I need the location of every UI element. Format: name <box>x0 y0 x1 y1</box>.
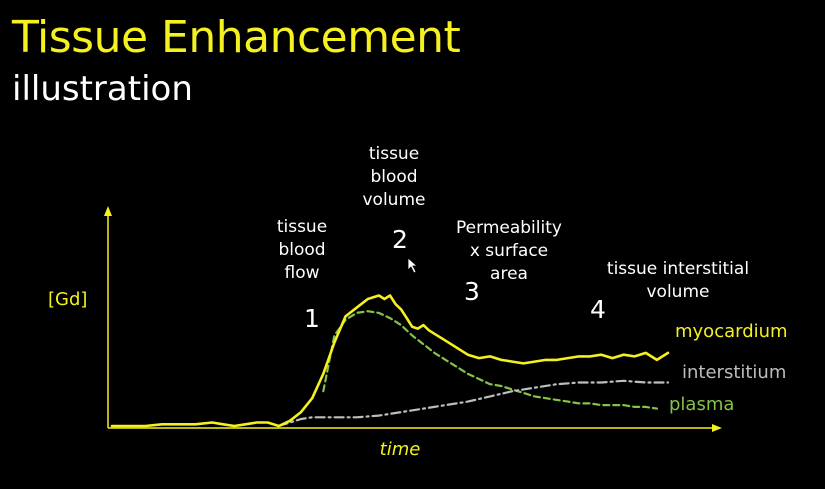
legend-interstitium: interstitium <box>682 362 786 383</box>
y-axis-label: [Gd] <box>48 289 87 310</box>
annotation-number-2: 2 <box>392 225 408 254</box>
legend-myocardium: myocardium <box>675 321 788 342</box>
axes <box>104 206 722 432</box>
y-axis-arrowhead <box>104 206 112 216</box>
page-title: Tissue Enhancement <box>12 12 461 63</box>
series-layer <box>110 294 670 428</box>
x-axis-arrowhead <box>712 424 722 432</box>
annotation-number-4: 4 <box>590 295 606 324</box>
annotation-label-2: tissue blood volume <box>363 144 426 210</box>
annotation-number-3: 3 <box>464 277 480 306</box>
series-line-interstitium <box>277 379 670 428</box>
legend-plasma: plasma <box>669 394 734 415</box>
mouse-cursor <box>407 257 419 274</box>
x-axis-label: time <box>380 439 421 460</box>
series-line-myocardium <box>110 294 670 428</box>
annotation-label-4: tissue interstitial volume <box>607 259 749 302</box>
annotation-number-1: 1 <box>304 304 320 333</box>
page-subtitle: illustration <box>12 69 193 109</box>
series-line-plasma <box>322 310 658 410</box>
annotation-label-1: tissue blood flow <box>277 217 327 283</box>
annotation-label-3: Permeability x surface area <box>456 218 562 284</box>
